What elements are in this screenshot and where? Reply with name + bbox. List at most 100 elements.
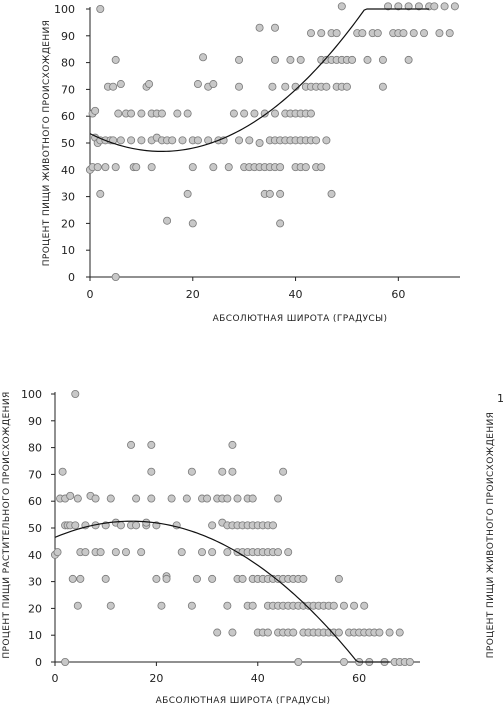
- panel1-data-point: [188, 163, 197, 172]
- panel1-y-tick-label: 100: [54, 3, 75, 16]
- panel1-data-point: [260, 109, 269, 118]
- panel1-data-point: [445, 29, 454, 38]
- panel2-data-point: [73, 494, 82, 503]
- panel1-data-point: [209, 163, 218, 172]
- panel2-data-point: [91, 494, 100, 503]
- panel1-data-point: [188, 219, 197, 228]
- panel2-data-point: [61, 658, 70, 667]
- panel2-data-point: [248, 494, 257, 503]
- panel2-data-point: [116, 521, 125, 530]
- panel1-data-point: [301, 163, 310, 172]
- panel1-data-point: [373, 29, 382, 38]
- panel2-data-point: [279, 467, 288, 476]
- panel1-y-tick-label: 10: [61, 244, 75, 257]
- panel2-data-point: [71, 389, 80, 398]
- panel2-y-tick-label: 30: [28, 576, 42, 589]
- panel1-data-point: [183, 189, 192, 198]
- panel2-data-point: [339, 601, 348, 610]
- panel2-x-axis-title: АБСОЛЮТНАЯ ШИРОТА (ГРАДУСЫ): [156, 696, 331, 706]
- panel1-data-point: [111, 55, 120, 64]
- panel2-data-point: [223, 548, 232, 557]
- panel2-data-point: [68, 574, 77, 583]
- panel2-data-point: [198, 548, 207, 557]
- panel1-trend-curve: [89, 8, 430, 153]
- panel1-data-point: [91, 106, 100, 115]
- panel1-data-point: [348, 55, 357, 64]
- panel1-data-point: [114, 109, 123, 118]
- panel2-data-point: [147, 494, 156, 503]
- panel2-data-point: [334, 574, 343, 583]
- panel1-data-point: [342, 82, 351, 91]
- right-edge-cropped-tick-label: 1: [497, 392, 504, 405]
- panel1-data-point: [268, 82, 277, 91]
- panel2-y-tick-label: 70: [28, 468, 42, 481]
- panel2-y-tick-label: 60: [28, 495, 42, 508]
- panel2-data-point: [228, 628, 237, 637]
- panel2-data-point: [385, 628, 394, 637]
- panel1-data-point: [193, 136, 202, 145]
- panel1-y-tick-label: 20: [61, 217, 75, 230]
- panel1-data-point: [317, 163, 326, 172]
- panel2-data-point: [137, 548, 146, 557]
- panel2-data-point: [208, 574, 217, 583]
- panel1-data-point: [235, 136, 244, 145]
- panel1-y-tick-label: 0: [68, 271, 75, 284]
- panel2-x-tick-label: 20: [149, 672, 163, 685]
- panel1-data-point: [137, 136, 146, 145]
- panel1-x-axis-title: АБСОЛЮТНАЯ ШИРОТА (ГРАДУСЫ): [213, 314, 388, 324]
- panel2-data-point: [182, 494, 191, 503]
- panel1-data-point: [224, 163, 233, 172]
- panel1-data-point: [109, 82, 118, 91]
- panel2-data-point: [142, 518, 151, 527]
- panel1-data-point: [111, 272, 120, 281]
- panel1-data-point: [358, 29, 367, 38]
- panel1-data-point: [127, 136, 136, 145]
- panel1-data-point: [378, 82, 387, 91]
- panel1-data-point: [163, 216, 172, 225]
- panel1-data-point: [229, 109, 238, 118]
- panel1-x-tick-label: 60: [391, 288, 405, 301]
- panel1-data-point: [430, 2, 439, 11]
- panel2-data-point: [96, 548, 105, 557]
- right-edge-cropped-axis-title: ПРОЦЕНТ ПИЩИ ЖИВОТНОГО ПРОИСХОЖДЕНИЯ: [486, 412, 496, 659]
- panel2-data-point: [268, 521, 277, 530]
- panel1-data-point: [101, 163, 110, 172]
- panel2-data-point: [248, 601, 257, 610]
- panel2-data-point: [73, 601, 82, 610]
- panel2-data-point: [223, 601, 232, 610]
- panel1-data-point: [306, 29, 315, 38]
- panel2-data-point: [187, 601, 196, 610]
- panel2-data-point: [127, 440, 136, 449]
- panel1-data-point: [111, 163, 120, 172]
- panel2-data-point: [106, 601, 115, 610]
- panel2-y-tick-label: 10: [28, 629, 42, 642]
- panel2-x-tick-label: 60: [352, 672, 366, 685]
- panel1-data-point: [404, 2, 413, 11]
- panel2-data-point: [274, 548, 283, 557]
- panel1-data-point: [178, 136, 187, 145]
- panel1-y-tick-label: 40: [61, 164, 75, 177]
- panel1-data-point: [384, 2, 393, 11]
- panel1-data-point: [127, 109, 136, 118]
- panel1-data-point: [157, 109, 166, 118]
- panel1-y-tick-label: 60: [61, 110, 75, 123]
- animal-food-scatter-plot: ПРОЦЕНТ ПИЩИ ЖИВОТНОГО ПРОИСХОЖДЕНИЯ АБС…: [42, 2, 460, 324]
- panel2-y-tick-label: 90: [28, 415, 42, 428]
- panel2-data-point: [147, 440, 156, 449]
- panel2-x-tick-label: 0: [52, 672, 59, 685]
- panel1-data-point: [193, 80, 202, 89]
- panel2-data-point: [274, 494, 283, 503]
- panel2-y-tick-label: 20: [28, 602, 42, 615]
- panel2-data-point: [350, 601, 359, 610]
- panel1-data-point: [168, 136, 177, 145]
- panel2-data-point: [147, 467, 156, 476]
- panel2-data-point: [58, 467, 67, 476]
- panel2-data-point: [152, 574, 161, 583]
- panel1-data-point: [409, 29, 418, 38]
- panel1-data-point: [296, 55, 305, 64]
- panel1-data-point: [132, 163, 141, 172]
- panel1-data-point: [322, 82, 331, 91]
- panel2-data-point: [187, 467, 196, 476]
- panel2-data-point: [208, 521, 217, 530]
- panel1-x-tick-label: 40: [289, 288, 303, 301]
